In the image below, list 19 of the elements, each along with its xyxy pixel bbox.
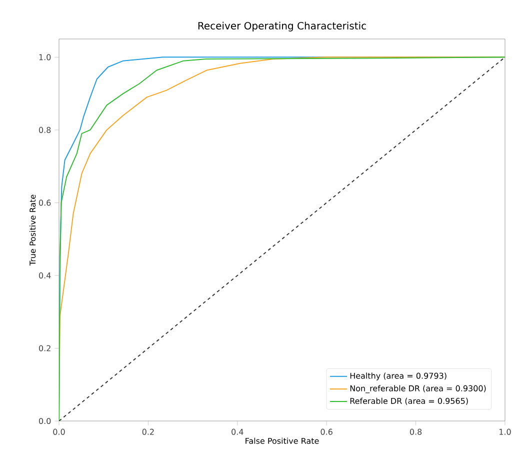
y-axis-title: True Positive Rate: [29, 194, 36, 266]
legend-label: Non_referable DR (area = 0.9300): [350, 385, 486, 394]
x-tick-label: 0.2: [142, 428, 154, 435]
x-tick-label: 1.0: [500, 428, 511, 435]
y-tick-label: 0.4: [39, 272, 51, 278]
x-axis-title: False Positive Rate: [246, 438, 319, 444]
x-tick-label: 0.6: [320, 428, 332, 435]
y-tick-label: 0.2: [39, 345, 50, 352]
legend-label: Referable DR (area = 0.9565): [350, 398, 468, 405]
x-tick-label: 0.0: [53, 428, 65, 435]
x-tick-label: 0.4: [232, 428, 244, 435]
chart-title: Receiver Operating Characteristic: [198, 22, 366, 32]
line-series: [59, 56, 505, 421]
y-tick-label: 1.0: [39, 54, 51, 60]
x-tick-label: 0.8: [410, 428, 422, 435]
y-tick-label: 0.0: [39, 418, 51, 424]
y-tick-label: 0.8: [39, 126, 51, 133]
legend-label: Healthy (area = 0.9793): [350, 372, 446, 380]
y-tick-label: 0.6: [39, 200, 51, 206]
